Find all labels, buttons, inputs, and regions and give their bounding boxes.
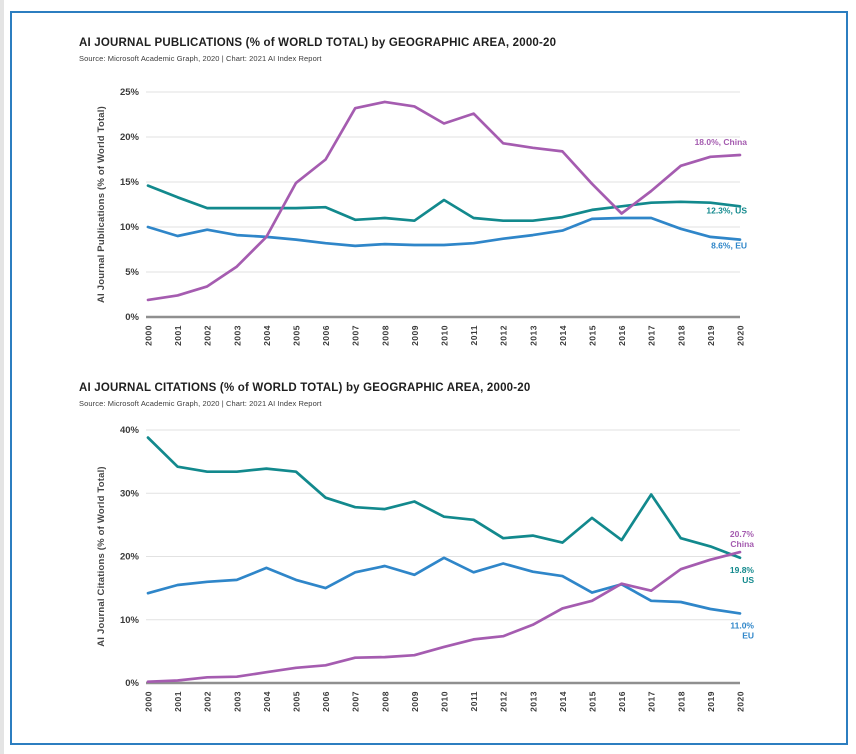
- x-tick-label-2013: 2013: [528, 325, 538, 346]
- x-tick-label-2009: 2009: [410, 325, 420, 346]
- x-tick-label-2020: 2020: [736, 691, 746, 712]
- series-end-label-us: 12.3%, US: [706, 205, 747, 215]
- y-tick-label: 10%: [120, 222, 140, 233]
- x-tick-label-2000: 2000: [144, 325, 154, 346]
- x-tick-label-2015: 2015: [588, 325, 598, 346]
- x-tick-label-2002: 2002: [203, 691, 213, 712]
- x-tick-label-2004: 2004: [262, 691, 272, 712]
- x-tick-label-2008: 2008: [380, 691, 390, 712]
- screen-edge-strip: [0, 0, 4, 754]
- x-tick-label-2019: 2019: [706, 325, 716, 346]
- x-tick-label-2000: 2000: [144, 691, 154, 712]
- series-line-us: [146, 184, 742, 223]
- series-end-label-eu: 8.6%, EU: [711, 241, 747, 251]
- series-line-eu: [146, 216, 742, 248]
- series-line-china: [146, 550, 742, 684]
- y-tick-labels: 0% 10% 20% 30% 40%: [120, 425, 140, 689]
- series-end-label-china: 20.7%: [730, 529, 755, 539]
- x-tick-label-2012: 2012: [499, 691, 509, 712]
- citations-chart-source: Source: Microsoft Academic Graph, 2020 |…: [79, 399, 322, 408]
- y-tick-label: 20%: [120, 552, 140, 563]
- x-tick-labels: 2000 2001 2002 2003 2004 2005 2006 2007 2008 2009…: [144, 691, 746, 712]
- x-tick-label-2005: 2005: [292, 325, 302, 346]
- x-tick-label-2003: 2003: [232, 691, 242, 712]
- x-tick-label-2020: 2020: [736, 325, 746, 346]
- x-tick-label-2010: 2010: [440, 691, 450, 712]
- x-tick-label-2006: 2006: [321, 325, 331, 346]
- x-tick-label-2014: 2014: [558, 691, 568, 712]
- series-end-label-china: China: [730, 539, 754, 549]
- x-tick-label-2018: 2018: [676, 325, 686, 346]
- y-axis-title: AI Journal Citations (% of World Total): [96, 466, 107, 647]
- x-tick-label-2005: 2005: [292, 691, 302, 712]
- series-end-label-eu: 11.0%: [730, 620, 754, 630]
- series-end-label-us: US: [742, 575, 754, 585]
- y-tick-label: 40%: [120, 425, 140, 436]
- x-tick-label-2011: 2011: [469, 691, 479, 711]
- x-tick-label-2011: 2011: [469, 325, 479, 345]
- citations-line-chart: 0% 10% 20% 30% 40% AI Journal Citations (% of…: [96, 425, 755, 712]
- y-tick-label: 20%: [120, 132, 140, 143]
- series-line-eu: [146, 556, 742, 615]
- x-tick-label-2009: 2009: [410, 691, 420, 712]
- series-line-china: [146, 100, 742, 302]
- y-axis-title: AI Journal Publications (% of World Tota…: [96, 106, 107, 303]
- publications-line-chart: 0% 5% 10% 15% 20% 25% AI Journal Publications …: [96, 87, 748, 346]
- y-tick-labels: 0% 5% 10% 15% 20% 25%: [120, 87, 140, 323]
- x-tick-label-2018: 2018: [676, 691, 686, 712]
- x-tick-label-2007: 2007: [351, 691, 361, 712]
- x-tick-label-2013: 2013: [528, 691, 538, 712]
- y-tick-label: 0%: [125, 678, 139, 689]
- y-tick-label: 30%: [120, 488, 140, 499]
- series-end-label-china: 18.0%, China: [695, 137, 748, 147]
- x-tick-label-2015: 2015: [588, 691, 598, 712]
- x-tick-labels: 2000 2001 2002 2003 2004 2005 2006 2007 2008 2009…: [144, 325, 746, 346]
- x-tick-label-2012: 2012: [499, 325, 509, 346]
- citations-chart-title: AI JOURNAL CITATIONS (% of WORLD TOTAL) …: [79, 382, 531, 394]
- y-tick-label: 15%: [120, 177, 140, 188]
- y-tick-label: 10%: [120, 615, 140, 626]
- series-end-label-eu: EU: [742, 630, 754, 640]
- series-end-label-us: 19.8%: [730, 565, 755, 575]
- x-tick-label-2003: 2003: [232, 325, 242, 346]
- y-tick-label: 0%: [125, 312, 139, 323]
- series-line-us: [146, 436, 742, 560]
- publications-chart-title: AI JOURNAL PUBLICATIONS (% of WORLD TOTA…: [79, 37, 557, 49]
- y-gridlines: [146, 91, 740, 319]
- x-tick-label-2014: 2014: [558, 325, 568, 346]
- x-tick-label-2006: 2006: [321, 691, 331, 712]
- y-tick-label: 25%: [120, 87, 140, 98]
- x-tick-label-2017: 2017: [647, 691, 657, 712]
- x-tick-label-2002: 2002: [203, 325, 213, 346]
- x-tick-label-2017: 2017: [647, 325, 657, 346]
- x-tick-label-2007: 2007: [351, 325, 361, 346]
- x-tick-label-2001: 2001: [173, 325, 183, 346]
- x-tick-label-2019: 2019: [706, 691, 716, 712]
- page-border-frame: [10, 11, 848, 745]
- y-gridlines: [146, 429, 740, 685]
- x-tick-label-2016: 2016: [617, 691, 627, 712]
- x-tick-label-2001: 2001: [173, 691, 183, 712]
- x-tick-label-2008: 2008: [380, 325, 390, 346]
- publications-chart-source: Source: Microsoft Academic Graph, 2020 |…: [79, 54, 322, 63]
- x-tick-label-2004: 2004: [262, 325, 272, 346]
- x-tick-label-2016: 2016: [617, 325, 627, 346]
- x-tick-label-2010: 2010: [440, 325, 450, 346]
- y-tick-label: 5%: [125, 267, 139, 278]
